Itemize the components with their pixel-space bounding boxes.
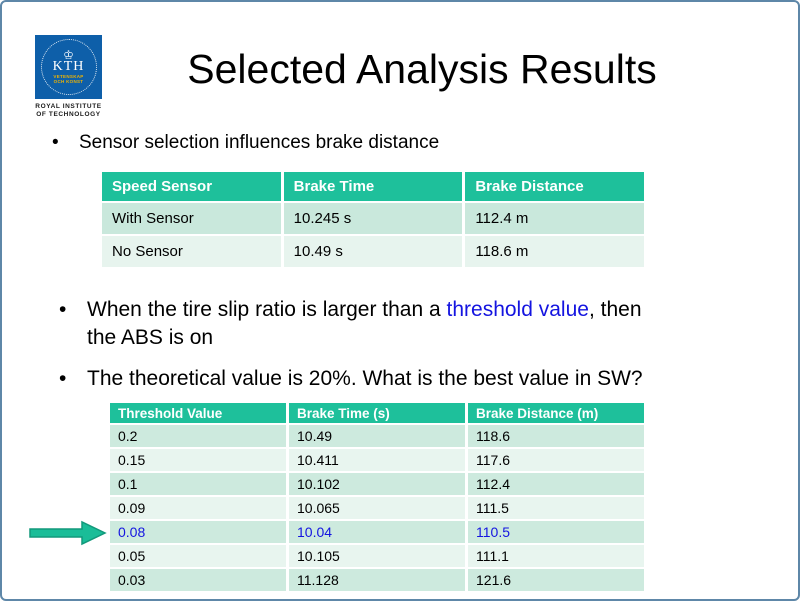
table-cell: 117.6 xyxy=(465,447,647,473)
table-cell: 121.6 xyxy=(465,567,647,593)
bullet-theoretical-value: • The theoretical value is 20%. What is … xyxy=(59,365,759,393)
column-header: Speed Sensor xyxy=(99,170,284,203)
table-cell: 112.4 xyxy=(465,471,647,497)
table-header-row: Speed Sensor Brake Time Brake Distance xyxy=(99,170,647,203)
column-header: Brake Time (s) xyxy=(286,401,468,425)
bullet-icon: • xyxy=(52,132,59,153)
table-row: 0.03 11.128 121.6 xyxy=(107,567,647,593)
table-cell: 10.49 xyxy=(286,423,468,449)
table-cell: 0.08 xyxy=(107,519,289,545)
table-header-row: Threshold Value Brake Time (s) Brake Dista… xyxy=(107,401,647,425)
bullet-threshold: • When the tire slip ratio is larger tha… xyxy=(59,296,749,352)
threshold-value-highlight: threshold value xyxy=(446,298,589,321)
table-cell: 0.05 xyxy=(107,543,289,569)
table-row: 0.2 10.49 118.6 xyxy=(107,423,647,449)
table-cell: 10.102 xyxy=(286,471,468,497)
column-header: Threshold Value xyxy=(107,401,289,425)
kth-caption: ROYAL INSTITUTE OF TECHNOLOGY xyxy=(20,103,117,119)
bullet-text-pre: When the tire slip ratio is larger than … xyxy=(87,298,447,321)
column-header: Brake Time xyxy=(280,170,466,203)
table-cell: 0.03 xyxy=(107,567,289,593)
bullet-text: Sensor selection influences brake distan… xyxy=(79,132,440,153)
bullet-icon: • xyxy=(59,298,67,321)
table-cell: 118.6 xyxy=(465,423,647,449)
column-header: Brake Distance (m) xyxy=(465,401,647,425)
table-cell: 110.5 xyxy=(465,519,647,545)
table-cell: 10.411 xyxy=(286,447,468,473)
bullet-text: When the tire slip ratio is larger than … xyxy=(87,296,642,352)
table-row: 0.05 10.105 111.1 xyxy=(107,543,647,569)
bullet-text: The theoretical value is 20%. What is th… xyxy=(87,367,643,390)
crown-icon: ♔ xyxy=(63,48,74,62)
kth-logo-text: KTH xyxy=(52,59,85,74)
kth-caption-line1: ROYAL INSTITUTE xyxy=(35,103,102,110)
kth-seal: ♔ KTH VETENSKAP OCH KONST xyxy=(40,39,97,95)
sensor-comparison-table: Speed Sensor Brake Time Brake Distance With… xyxy=(99,170,647,269)
table-cell: 0.09 xyxy=(107,495,289,521)
table-cell: 112.4 m xyxy=(462,201,647,236)
best-value-arrow-icon xyxy=(28,519,108,547)
bullet-text-line2: the ABS is on xyxy=(87,326,214,349)
table-row: 0.09 10.065 111.5 xyxy=(107,495,647,521)
table-cell: 10.245 s xyxy=(280,201,466,236)
bullet-icon: • xyxy=(59,367,67,390)
table-cell: 0.15 xyxy=(107,447,289,473)
table-cell: 10.49 s xyxy=(280,234,466,269)
table-cell: With Sensor xyxy=(99,201,284,236)
column-header: Brake Distance xyxy=(462,170,647,203)
table-row: 0.08 10.04 110.5 xyxy=(107,519,647,545)
table-cell: 10.105 xyxy=(286,543,468,569)
table-cell: No Sensor xyxy=(99,234,284,269)
table-cell: 10.065 xyxy=(286,495,468,521)
table-row: No Sensor 10.49 s 118.6 m xyxy=(99,234,647,269)
page-title: Selected Analysis Results xyxy=(187,46,657,92)
kth-motto-line2: OCH KONST xyxy=(53,79,84,84)
kth-caption-line2: OF TECHNOLOGY xyxy=(36,111,101,118)
threshold-value-table: Threshold Value Brake Time (s) Brake Dista… xyxy=(107,401,647,593)
kth-logo: ♔ KTH VETENSKAP OCH KONST xyxy=(35,35,102,99)
table-cell: 0.2 xyxy=(107,423,289,449)
bullet-sensor-selection: • Sensor selection influences brake dist… xyxy=(52,130,752,156)
table-cell: 111.1 xyxy=(465,543,647,569)
table-row: 0.15 10.411 117.6 xyxy=(107,447,647,473)
bullet-text-post: , then xyxy=(588,298,642,321)
table-cell: 111.5 xyxy=(465,495,647,521)
table-row: 0.1 10.102 112.4 xyxy=(107,471,647,497)
table-row: With Sensor 10.245 s 112.4 m xyxy=(99,201,647,236)
kth-motto-line1: VETENSKAP xyxy=(53,74,84,79)
table-cell: 11.128 xyxy=(286,567,468,593)
table-cell: 10.04 xyxy=(286,519,468,545)
table-cell: 0.1 xyxy=(107,471,289,497)
table-cell: 118.6 m xyxy=(462,234,647,269)
